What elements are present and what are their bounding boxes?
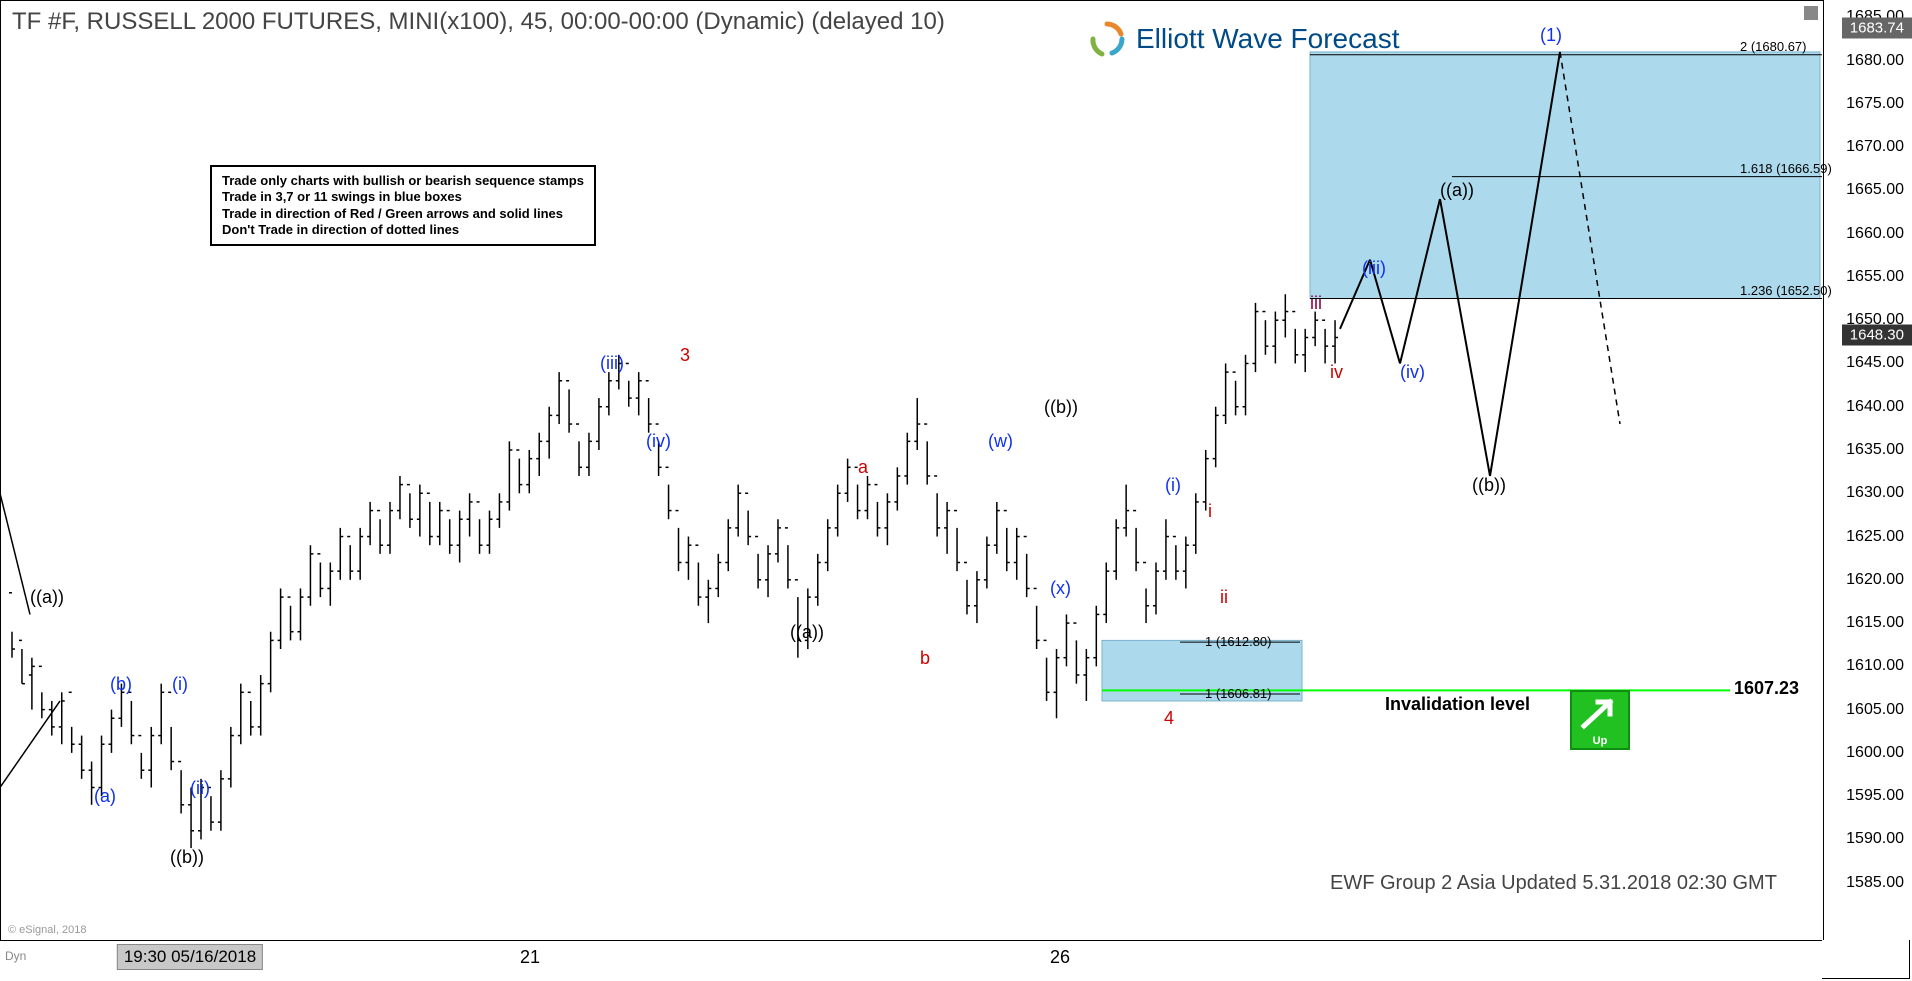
- y-tick: 1595.00: [1846, 787, 1904, 805]
- y-tick: 1625.00: [1846, 528, 1904, 546]
- x-axis: 19:30 05/16/2018 21 26: [0, 940, 1822, 981]
- y-axis: 1585.00 1590.00 1595.00 1600.00 1605.00 1610.…: [1823, 0, 1912, 940]
- wave-label: (ii): [190, 778, 210, 799]
- y-tick: 1620.00: [1846, 571, 1904, 589]
- wave-label: (w): [988, 431, 1013, 452]
- y-tick: 1655.00: [1846, 268, 1904, 286]
- wave-label: ii: [1220, 587, 1228, 608]
- footer-text: EWF Group 2 Asia Updated 5.31.2018 02:30…: [1330, 872, 1777, 895]
- fib-label: 1 (1612.80): [1205, 634, 1272, 649]
- chart-area[interactable]: [0, 0, 1822, 940]
- wave-label: ((a)): [790, 622, 824, 643]
- wave-label: (iv): [646, 431, 671, 452]
- price-last-badge: 1648.30: [1842, 324, 1912, 345]
- wave-label: b: [920, 648, 930, 669]
- price-top-badge: 1683.74: [1842, 18, 1912, 39]
- wave-label: ((a)): [1440, 180, 1474, 201]
- wave-label: (iii): [1362, 258, 1386, 279]
- y-tick: 1635.00: [1846, 441, 1904, 459]
- x-tick: 19:30 05/16/2018: [117, 944, 263, 970]
- y-tick: 1585.00: [1846, 874, 1904, 892]
- esignal-copyright: © eSignal, 2018: [8, 924, 86, 936]
- wave-label: ((a)): [30, 587, 64, 608]
- direction-up-box: Up: [1570, 690, 1630, 750]
- y-tick: 1630.00: [1846, 484, 1904, 502]
- dyn-label: Dyn: [5, 949, 26, 963]
- wave-label: ((b)): [1472, 475, 1506, 496]
- y-tick: 1610.00: [1846, 657, 1904, 675]
- wave-label: ((b)): [1044, 397, 1078, 418]
- y-tick: 1615.00: [1846, 614, 1904, 632]
- wave-label: i: [1208, 501, 1212, 522]
- y-tick: 1590.00: [1846, 830, 1904, 848]
- fib-label: 2 (1680.67): [1740, 39, 1807, 54]
- wave-label: (a): [94, 786, 116, 807]
- arrow-up-icon: [1576, 694, 1624, 734]
- price-bars: [0, 0, 1822, 900]
- y-tick: 1605.00: [1846, 701, 1904, 719]
- y-tick: 1600.00: [1846, 744, 1904, 762]
- invalidation-value: 1607.23: [1734, 678, 1799, 699]
- fib-label: 1.618 (1666.59): [1740, 161, 1832, 176]
- wave-label: iv: [1330, 362, 1343, 383]
- y-tick: 1660.00: [1846, 225, 1904, 243]
- x-tick: 21: [520, 947, 540, 968]
- y-tick: 1680.00: [1846, 52, 1904, 70]
- fib-label: 1 (1606.81): [1205, 686, 1272, 701]
- wave-label: a: [858, 457, 868, 478]
- y-tick: 1645.00: [1846, 354, 1904, 372]
- fib-label: 1.236 (1652.50): [1740, 283, 1832, 298]
- y-tick: 1665.00: [1846, 181, 1904, 199]
- wave-label: (iv): [1400, 362, 1425, 383]
- x-tick: 26: [1050, 947, 1070, 968]
- wave-label: iii: [1310, 293, 1322, 314]
- wave-label: (i): [172, 674, 188, 695]
- wave-label: (x): [1050, 578, 1071, 599]
- y-tick: 1675.00: [1846, 95, 1904, 113]
- wave-label: (b): [110, 674, 132, 695]
- wave-label: 3: [680, 345, 690, 366]
- wave-label: ((b)): [170, 847, 204, 868]
- y-tick: 1640.00: [1846, 398, 1904, 416]
- wave-label: (iii): [600, 353, 624, 374]
- wave-label: (1): [1540, 25, 1562, 46]
- y-tick: 1670.00: [1846, 138, 1904, 156]
- wave-label: (i): [1165, 475, 1181, 496]
- invalidation-text: Invalidation level: [1385, 694, 1530, 715]
- wave-label: 4: [1164, 708, 1174, 729]
